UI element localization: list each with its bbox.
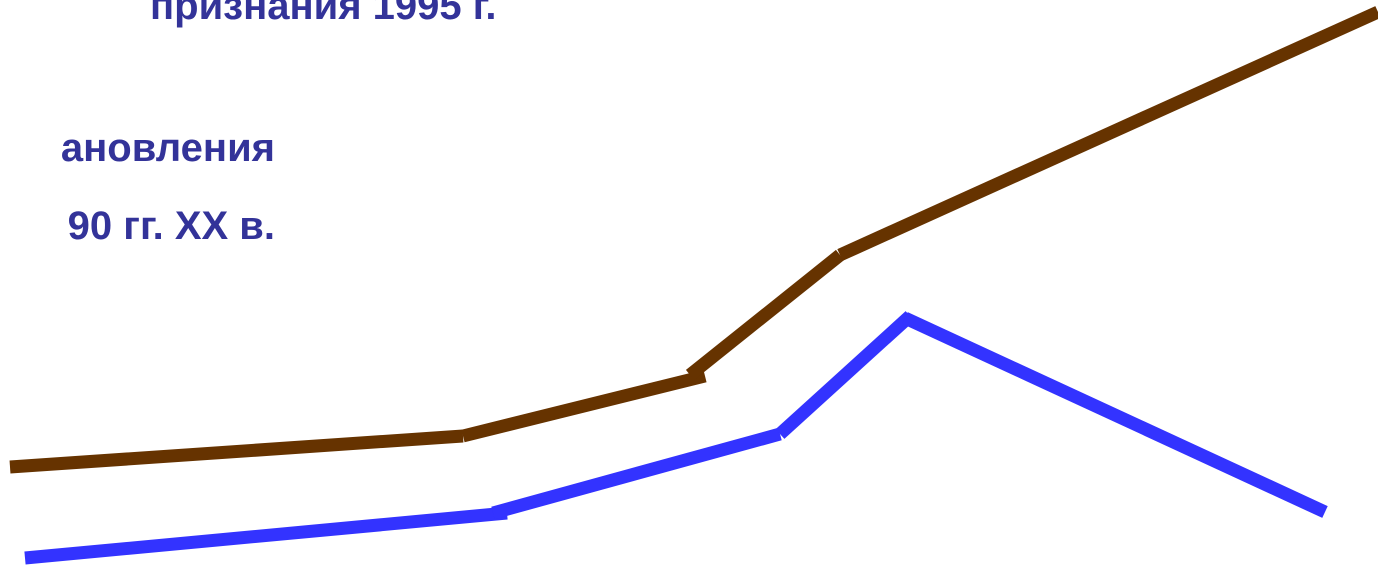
line-group <box>9 6 1378 565</box>
caption-line-1: ановления <box>60 126 275 170</box>
blue-line-segment-2 <box>491 427 782 520</box>
brown-line-segment-4 <box>837 6 1378 261</box>
brown-line-segment-1 <box>9 429 464 474</box>
slide-title-fragment: признания 1995 г. <box>150 0 497 28</box>
caption-line-2: 90 гг. XX в. <box>67 204 275 248</box>
blue-line-segment-1 <box>24 506 508 565</box>
blue-line-segment-3 <box>775 311 915 439</box>
blue-line-segment-4 <box>902 312 1328 518</box>
brown-line-segment-2 <box>461 369 707 443</box>
brown-line-segment-3 <box>685 249 845 381</box>
